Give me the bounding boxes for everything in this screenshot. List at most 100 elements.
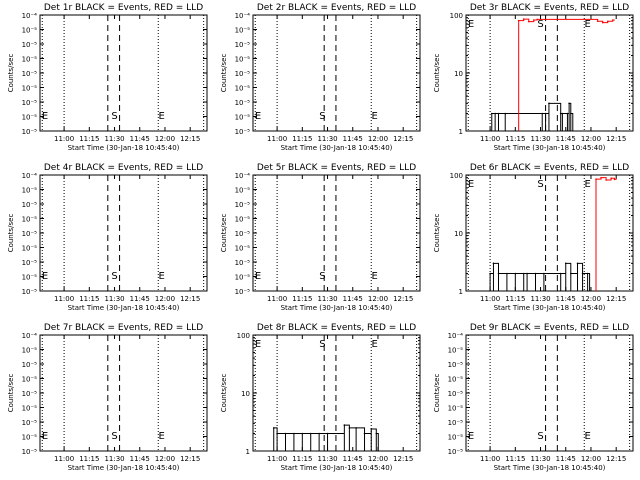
x-tick-label: 11:00: [267, 455, 287, 463]
y-axis-label: Counts/sec: [433, 214, 441, 253]
y-tick-label: 10⁻⁵: [448, 419, 464, 427]
data-point: [514, 272, 517, 275]
x-tick-label: 12:15: [180, 295, 200, 303]
x-tick-label: 12:15: [180, 455, 200, 463]
x-tick-label: 12:00: [368, 135, 388, 143]
data-point: [548, 102, 550, 105]
panel-title: Det 9r BLACK = Events, RED = LLD: [470, 323, 629, 333]
data-point: [526, 272, 528, 275]
y-axis-label: Counts/sec: [7, 214, 15, 253]
x-tick-label: 12:00: [581, 135, 601, 143]
x-tick-label: 12:15: [606, 295, 626, 303]
x-tick-label: 12:00: [155, 455, 175, 463]
x-tick-label: 11:15: [292, 135, 312, 143]
data-point: [504, 112, 507, 115]
end-marker-label: E: [158, 271, 164, 282]
y-tick-label: 10⁻⁵: [22, 419, 38, 427]
x-tick-label: 11:45: [130, 455, 150, 463]
y-tick-label: 10⁻⁵: [235, 128, 251, 136]
y-tick-label: 10⁻⁵: [235, 274, 251, 282]
start-marker-label: S: [319, 111, 325, 122]
x-tick-label: 11:15: [505, 135, 525, 143]
data-point: [309, 432, 312, 435]
end-marker-label: E: [158, 431, 164, 442]
x-tick-label: 11:45: [343, 455, 363, 463]
y-tick-label: 10⁻⁵: [448, 448, 464, 456]
x-tick-label: 11:00: [54, 135, 74, 143]
y-tick-label: 10⁻⁵: [235, 230, 251, 238]
data-point: [533, 19, 535, 21]
det-panel-2: Det 2r BLACK = Events, RED = LLD Counts/s…: [220, 3, 421, 152]
end-marker-label: E: [584, 19, 590, 30]
y-tick-label: 1: [459, 128, 463, 136]
data-point: [348, 427, 351, 429]
data-point: [561, 112, 564, 115]
y-tick-label: 10⁻⁵: [22, 347, 38, 355]
y-tick-label: 10⁻⁵: [235, 99, 251, 107]
y-tick-label: 10⁻⁵: [22, 245, 38, 253]
x-axis-label: Start Time (30-Jan-18 10:45:40): [494, 464, 606, 472]
y-tick-label: 10⁻⁴: [22, 332, 38, 340]
data-point: [606, 20, 609, 23]
data-point: [497, 272, 500, 275]
data-point: [605, 179, 607, 181]
y-tick-label: 10⁻⁴: [22, 12, 38, 20]
y-tick-label: 10⁻⁵: [22, 448, 38, 456]
y-tick-label: 10: [241, 390, 250, 398]
panel-title: Det 5r BLACK = Events, RED = LLD: [257, 163, 416, 173]
plot-frame: [39, 14, 208, 132]
x-tick-label: 11:45: [556, 135, 576, 143]
x-tick-label: 12:15: [606, 135, 626, 143]
y-tick-label: 1: [459, 288, 463, 296]
det-panel-8: Det 8r BLACK = Events, RED = LLD Counts/s…: [220, 323, 421, 472]
y-tick-label: 10⁻⁵: [22, 405, 38, 413]
plot-frame: [252, 14, 421, 132]
data-point: [564, 262, 567, 265]
x-tick-label: 12:00: [581, 455, 601, 463]
x-tick-label: 11:30: [530, 295, 550, 303]
data-point: [596, 20, 599, 23]
x-tick-label: 11:00: [480, 135, 500, 143]
x-tick-label: 11:15: [79, 295, 99, 303]
panel-title: Det 1r BLACK = Events, RED = LLD: [44, 3, 203, 13]
y-tick-label: 10⁻⁵: [448, 361, 464, 369]
data-point: [318, 432, 320, 435]
end-marker-label: E: [158, 111, 164, 122]
data-point: [586, 272, 589, 275]
data-point: [543, 272, 545, 275]
y-tick-label: 10⁻⁵: [235, 114, 251, 122]
y-tick-label: 10⁻⁵: [22, 41, 38, 49]
end-marker-label: E: [371, 111, 377, 122]
data-point: [355, 427, 357, 429]
y-tick-label: 10⁻⁵: [22, 128, 38, 136]
plot-frame: [465, 334, 634, 452]
y-tick-label: 100: [450, 172, 463, 180]
series-line-events: [273, 424, 379, 451]
data-point: [517, 19, 520, 22]
start-marker-label: S: [111, 111, 117, 122]
data-point: [601, 21, 604, 24]
x-tick-label: 11:15: [79, 455, 99, 463]
x-tick-label: 11:00: [267, 295, 287, 303]
start-marker-label: S: [537, 431, 543, 442]
panel-title: Det 4r BLACK = Events, RED = LLD: [44, 163, 203, 173]
x-tick-label: 11:00: [480, 455, 500, 463]
det-panel-6: Det 6r BLACK = Events, RED = LLD Counts/s…: [433, 163, 634, 312]
end-marker-label: E: [584, 431, 590, 442]
y-tick-label: 1: [246, 448, 250, 456]
end-marker-label: E: [468, 431, 474, 442]
det-panel-4: Det 4r BLACK = Events, RED = LLD Counts/s…: [7, 163, 208, 312]
x-tick-label: 11:15: [79, 135, 99, 143]
data-point: [566, 112, 569, 115]
det-panel-7: Det 7r BLACK = Events, RED = LLD Counts/s…: [7, 323, 208, 472]
x-tick-label: 11:30: [530, 135, 550, 143]
data-point: [497, 112, 500, 115]
data-point: [489, 272, 491, 275]
data-point: [613, 178, 616, 181]
data-point: [534, 272, 537, 275]
data-point: [600, 176, 602, 179]
y-tick-label: 10⁻⁵: [22, 56, 38, 64]
x-tick-label: 11:30: [317, 455, 337, 463]
start-marker-label: S: [319, 271, 325, 282]
